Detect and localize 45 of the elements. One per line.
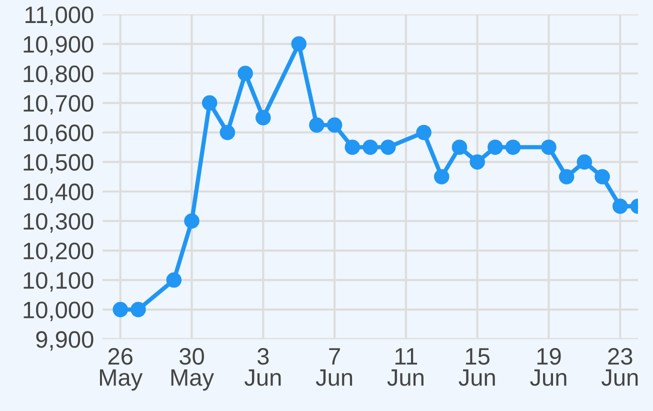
point	[344, 140, 360, 155]
x-tick-label: 15 Jun	[458, 348, 495, 386]
y-tick-label: 10,500	[24, 154, 94, 174]
y-tick-label: 10,900	[24, 36, 94, 56]
x-tick-label: 19 Jun	[530, 348, 566, 386]
y-tick-label: 10,700	[24, 95, 94, 115]
x-tick-label: 3 Jun	[244, 348, 281, 386]
point	[166, 272, 182, 288]
point	[541, 140, 556, 155]
y-tick-label: 10,200	[24, 242, 94, 262]
y-tick-label: 9,900	[36, 331, 94, 351]
point	[256, 110, 271, 126]
y-tick-label: 10,300	[24, 213, 94, 233]
point	[416, 124, 432, 140]
y-tick-label: 11,000	[26, 6, 94, 26]
point	[238, 66, 253, 82]
point	[130, 302, 146, 318]
point	[326, 117, 342, 133]
point	[612, 198, 628, 214]
point	[594, 169, 610, 184]
point	[112, 302, 128, 318]
point	[202, 95, 218, 111]
x-tick-label: 11 Jun	[387, 348, 424, 386]
y-tick-label: 10,100	[24, 272, 94, 292]
y-tick-label: 10,800	[24, 65, 94, 85]
point	[220, 124, 236, 140]
point	[434, 169, 450, 184]
point	[309, 117, 324, 133]
x-tick-label: 26 May	[100, 348, 143, 391]
x-tick-label: 30 May	[171, 348, 214, 391]
point	[184, 213, 200, 229]
point	[505, 140, 521, 155]
x-tick-label: 7 Jun	[316, 348, 352, 386]
point	[362, 140, 378, 155]
point	[576, 154, 592, 170]
y-tick-label: 10,000	[24, 302, 94, 322]
point	[291, 36, 306, 52]
y-tick-label: 10,600	[24, 124, 94, 144]
x-tick-label: 23 Jun	[601, 348, 638, 386]
point	[470, 154, 485, 170]
point	[488, 140, 503, 155]
point	[558, 169, 574, 184]
point	[380, 140, 396, 155]
point	[452, 140, 468, 155]
y-tick-label: 10,400	[24, 184, 94, 204]
